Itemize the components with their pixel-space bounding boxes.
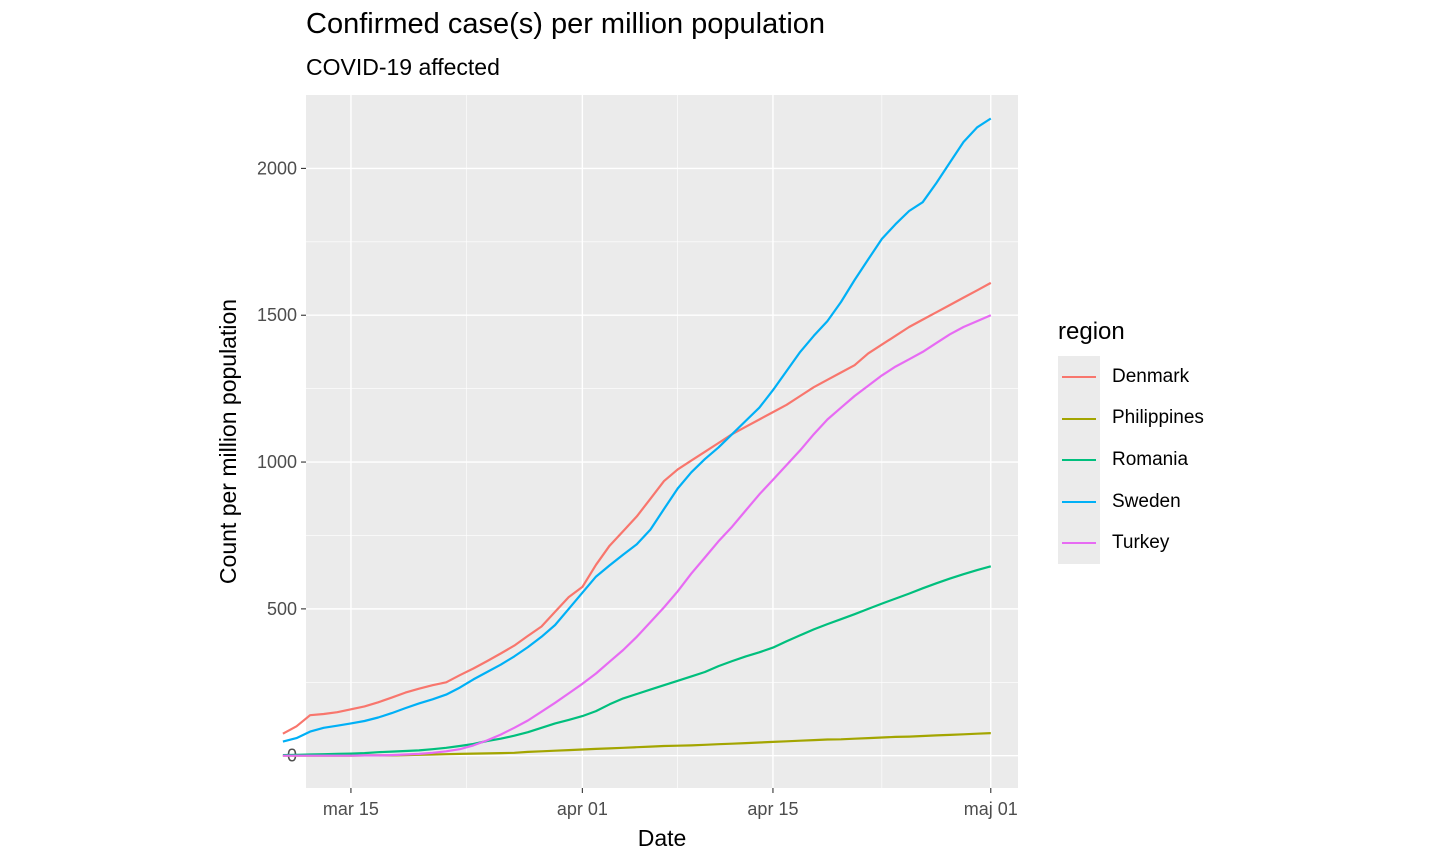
series-line-romania [282, 565, 992, 757]
legend-item-philippines: Philippines [1058, 397, 1204, 440]
y-tick-label: 1000 [257, 452, 297, 472]
y-tick-label: 500 [267, 599, 297, 619]
legend-title: region [1058, 318, 1125, 345]
legend-label: Turkey [1112, 532, 1170, 554]
legend-label: Sweden [1112, 490, 1181, 512]
series-line-denmark [282, 281, 992, 735]
legend-label: Philippines [1112, 407, 1204, 429]
chart-subtitle: COVID-19 affected [306, 54, 500, 80]
legend-label: Denmark [1112, 365, 1190, 387]
y-tick-label: 2000 [257, 158, 297, 178]
legend-label: Romania [1112, 448, 1189, 470]
series-line-turkey [282, 314, 992, 757]
legend-key [1058, 397, 1100, 440]
chart-title: Confirmed case(s) per million population [306, 8, 826, 40]
x-axis-title: Date [638, 825, 687, 851]
legend-key [1058, 522, 1100, 564]
legend: Denmark Philippines Romania Sweden Turkey [1058, 356, 1204, 564]
x-tick-label: mar 15 [323, 799, 379, 819]
x-tick-label: apr 01 [557, 799, 608, 819]
series-line-sweden [282, 117, 992, 743]
plot-panel [306, 95, 1018, 788]
y-axis-title: Count per million population [215, 299, 241, 584]
x-tick-label: maj 01 [964, 799, 1018, 819]
legend-item-romania: Romania [1058, 439, 1204, 481]
legend-item-turkey: Turkey [1058, 522, 1204, 564]
legend-key [1058, 356, 1100, 398]
legend-key [1058, 480, 1100, 523]
legend-key [1058, 439, 1100, 481]
y-tick-label: 1500 [257, 305, 297, 325]
legend-item-sweden: Sweden [1058, 480, 1204, 523]
x-tick-label: apr 15 [747, 799, 798, 819]
legend-item-denmark: Denmark [1058, 356, 1204, 398]
